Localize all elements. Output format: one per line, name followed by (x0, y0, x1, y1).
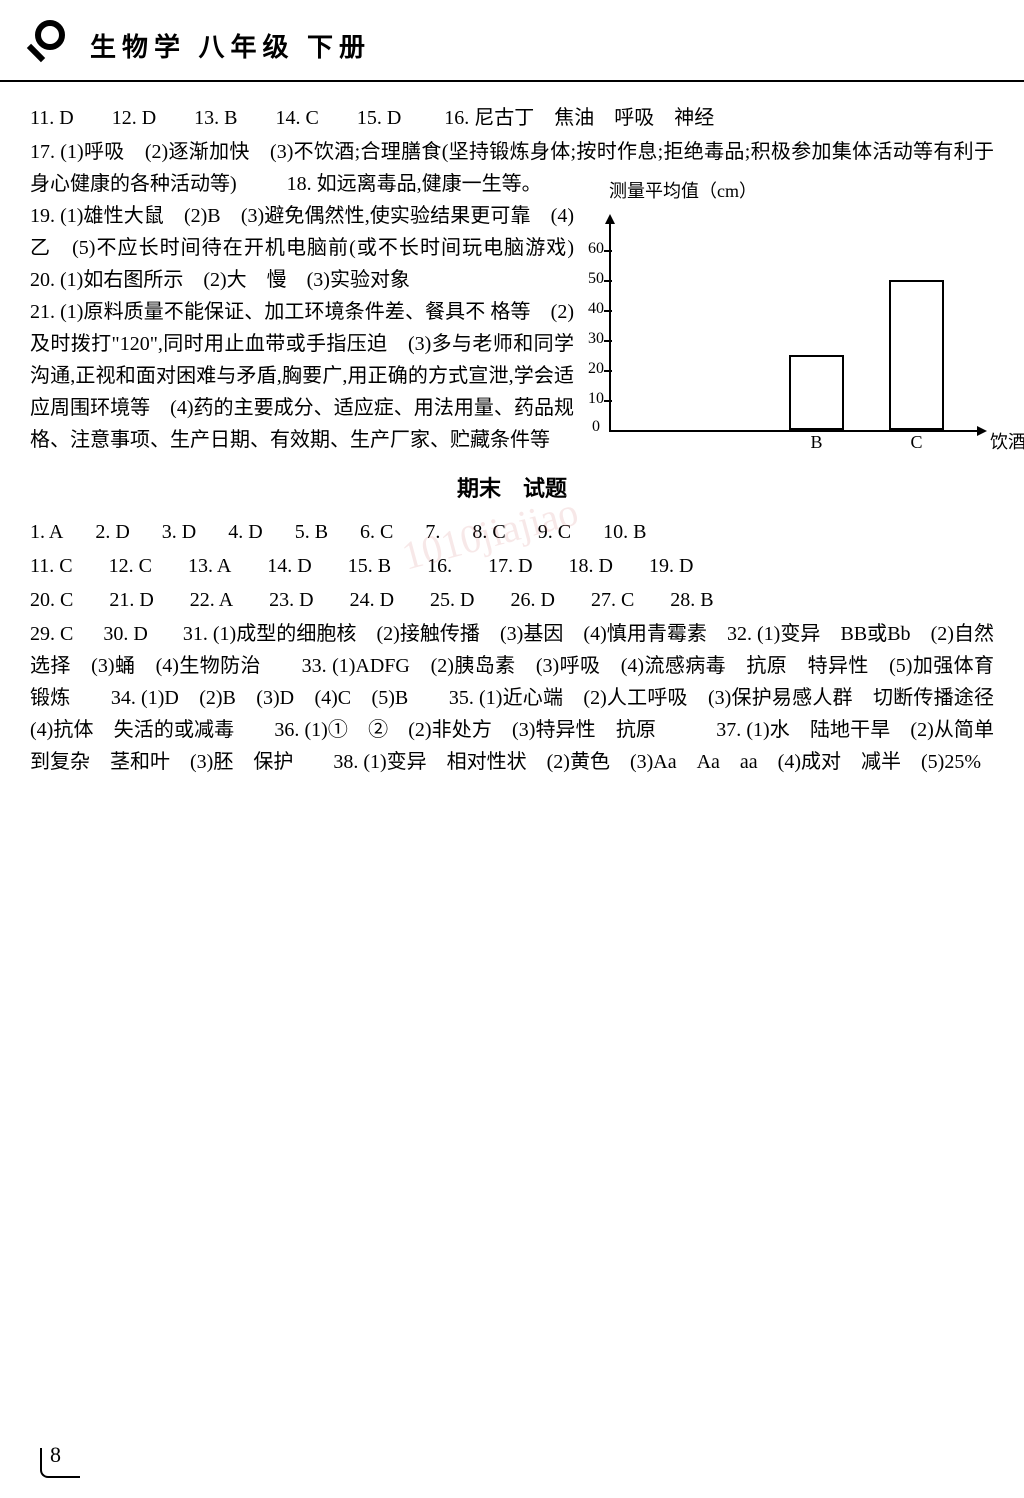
chart-xlabel: 饮酒量 (990, 428, 1024, 457)
answer-item: 10. B (603, 516, 646, 548)
page-number: 8 (50, 1442, 61, 1468)
y-tick-label: 60 (579, 236, 604, 262)
subject: 生物学 (90, 33, 186, 62)
zero-label: 0 (592, 414, 600, 440)
answer-item: 25. D (430, 584, 474, 616)
answer-item: 11. D (30, 102, 74, 134)
volume: 下册 (307, 33, 371, 62)
answer-item: 23. D (269, 584, 313, 616)
answer-item: 30. D (103, 618, 147, 650)
chart-area: 102030405060 BC 0 (584, 202, 994, 452)
answer-item: 24. D (350, 584, 394, 616)
answer-item: 5. B (295, 516, 328, 548)
answer-item: 22. A (190, 584, 233, 616)
answer-item: 6. C (360, 516, 393, 548)
answer-item: 18. D (569, 550, 613, 582)
answer-item: 28. B (670, 584, 713, 616)
y-tick-label: 40 (579, 296, 604, 322)
answer-item: 15. B (348, 550, 391, 582)
answer-item: 29. C (30, 618, 73, 650)
answer-item: 1. A (30, 516, 63, 548)
y-tick (604, 280, 612, 282)
answer-item: 4. D (228, 516, 262, 548)
answer-item: 13. A (188, 550, 231, 582)
answer-item: 21. D (109, 584, 153, 616)
answer-item: 20. C (30, 584, 73, 616)
answer-item: 19. D (649, 550, 693, 582)
q16: 16. 尼古丁 焦油 呼吸 神经 (444, 107, 714, 129)
answer-item: 15. D (357, 102, 401, 134)
chart-bar (889, 280, 944, 430)
answer-item: 16. (427, 550, 452, 582)
y-tick-label: 20 (579, 356, 604, 382)
s2-row3: 20. C 21. D 22. A 23. D 24. D 25. D 26. D 27. C… (30, 584, 994, 616)
answer-item: 3. D (162, 516, 196, 548)
y-tick (604, 250, 612, 252)
y-tick (604, 370, 612, 372)
answer-item: 9. C (538, 516, 571, 548)
y-tick (604, 400, 612, 402)
chart-bar (789, 355, 844, 430)
answer-item: 12. C (109, 550, 152, 582)
q17-18: 17. (1)呼吸 (2)逐渐加快 (3)不饮酒;合理膳食(坚持锻炼身体;按时作… (30, 136, 994, 200)
answer-item: 12. D (112, 102, 156, 134)
y-tick-label: 50 (579, 266, 604, 292)
bar-label: C (889, 428, 944, 457)
s2-rest: 29. C30. D 31. (1)成型的细胞核 (2)接触传播 (3)基因 (… (30, 618, 994, 778)
answer-item: 11. C (30, 550, 73, 582)
section2-title: 期末 试题 (30, 471, 994, 506)
answer-item: 7. (425, 516, 440, 548)
answer-item: 13. B (194, 102, 237, 134)
magnifier-icon (20, 20, 80, 70)
y-tick-label: 30 (579, 326, 604, 352)
answer-item: 2. D (95, 516, 129, 548)
page-header: 生物学 八年级 下册 (0, 0, 1024, 82)
s2-row2: 11. C 12. C 13. A 14. D 15. B 16. 17. D 18. D 1… (30, 550, 994, 582)
y-tick (604, 340, 612, 342)
answers-row: 11. D 12. D 13. B 14. C 15. D 16. 尼古丁 焦油 呼吸 … (30, 102, 994, 134)
answer-item: 17. D (488, 550, 532, 582)
main-content: 1010jiajiao 11. D12. D13. B14. C15. D 16… (0, 102, 1024, 778)
answer-item: 14. C (276, 102, 319, 134)
answer-item: 14. D (267, 550, 311, 582)
s2-row1: 1. A 2. D 3. D 4. D 5. B 6. C 7. 8. C 9. C 10. B (30, 516, 994, 548)
answer-item: 8. C (472, 516, 505, 548)
bar-label: B (789, 428, 844, 457)
y-tick-label: 10 (579, 386, 604, 412)
grade: 八年级 (199, 33, 295, 62)
bar-chart: 测量平均值（cm） 102030405060 BC 0 饮酒量 (584, 202, 994, 452)
header-title: 生物学 八年级 下册 (90, 27, 371, 64)
answer-item: 27. C (591, 584, 634, 616)
answer-item: 26. D (511, 584, 555, 616)
y-tick (604, 310, 612, 312)
